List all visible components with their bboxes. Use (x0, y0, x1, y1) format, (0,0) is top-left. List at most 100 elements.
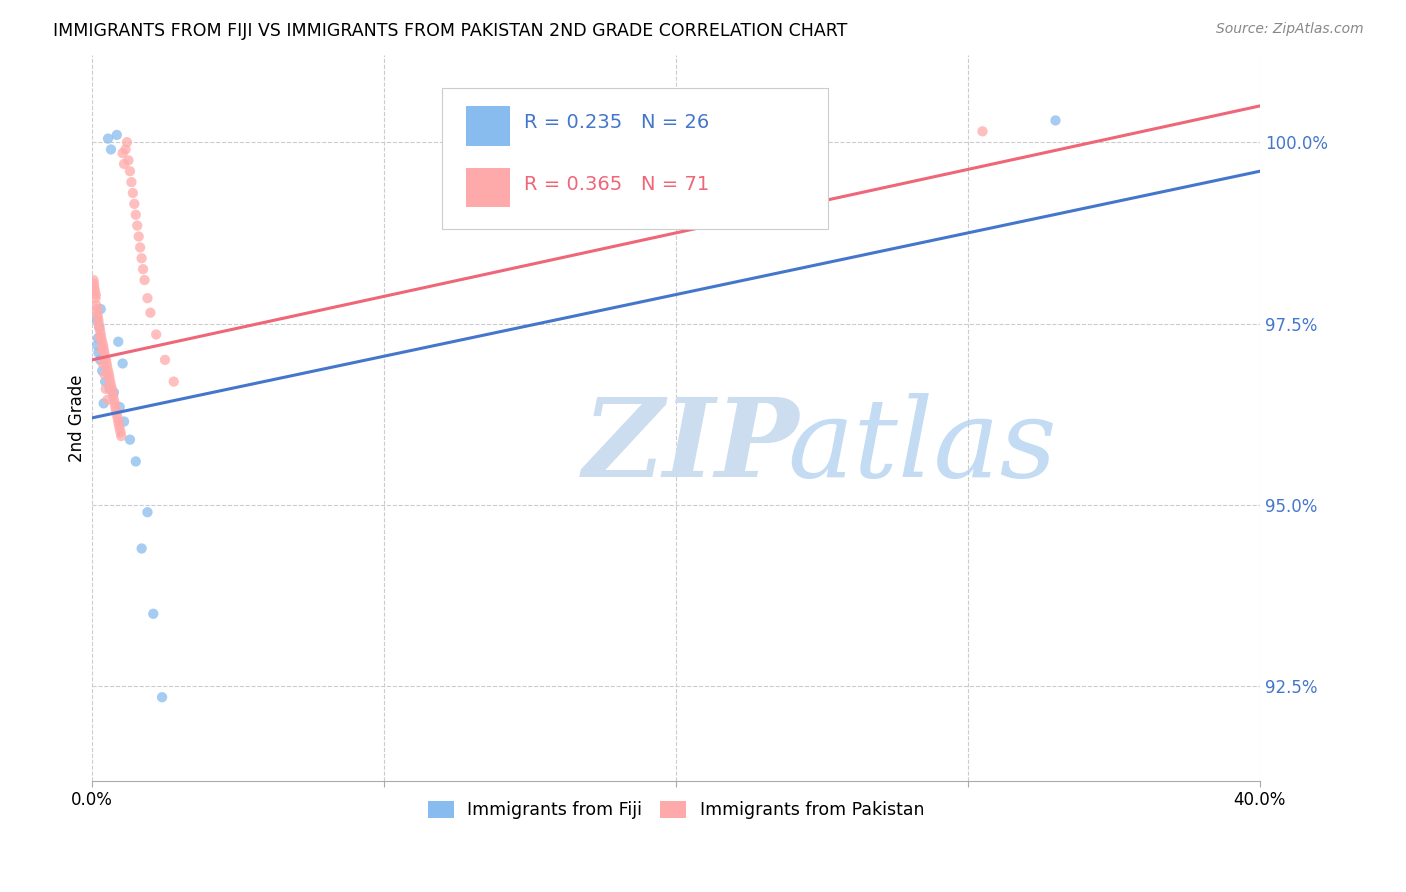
Point (124, 197, 146, 211)
Point (115, 135, 138, 149)
Point (94, 375, 117, 389)
Point (104, 403, 127, 417)
Legend: Immigrants from Fiji, Immigrants from Pakistan: Immigrants from Fiji, Immigrants from Pa… (420, 794, 931, 826)
Point (98, 375, 121, 389)
Point (86, 306, 108, 320)
Point (86, 301, 108, 316)
Point (93, 345, 115, 359)
Point (103, 392, 125, 407)
Point (90, 327, 112, 342)
Point (107, 334, 129, 349)
Point (84, 291, 107, 305)
Point (91, 338, 114, 352)
Point (136, 505, 159, 519)
Point (89, 320, 111, 334)
Text: Source: ZipAtlas.com: Source: ZipAtlas.com (1216, 22, 1364, 37)
Text: R = 0.235   N = 26: R = 0.235 N = 26 (524, 113, 710, 132)
Point (86, 298, 108, 312)
Point (114, 143, 136, 157)
Point (90, 301, 112, 316)
Point (145, 327, 167, 342)
Point (96, 392, 118, 407)
Text: IMMIGRANTS FROM FIJI VS IMMIGRANTS FROM PAKISTAN 2ND GRADE CORRELATION CHART: IMMIGRANTS FROM FIJI VS IMMIGRANTS FROM … (53, 22, 848, 40)
Point (121, 186, 143, 200)
Point (89, 320, 111, 334)
Point (89, 331, 111, 345)
Text: ZIP: ZIP (582, 393, 799, 500)
Point (112, 157, 135, 171)
Point (96, 360, 118, 375)
Point (83, 277, 105, 291)
Y-axis label: 2nd Grade: 2nd Grade (69, 374, 86, 462)
Point (97, 364, 120, 378)
Bar (465, 168, 510, 208)
Point (972, 124, 994, 138)
Point (153, 352, 176, 367)
Point (97, 368, 120, 382)
Point (129, 240, 152, 254)
Point (83, 280, 105, 294)
Point (117, 153, 139, 168)
Point (132, 262, 155, 277)
Point (91, 356, 114, 370)
Point (120, 175, 142, 189)
Point (97, 131, 120, 145)
Point (93, 342, 115, 356)
Point (108, 422, 131, 436)
Point (136, 291, 159, 305)
Point (98, 382, 121, 396)
Point (86, 313, 108, 327)
Point (139, 306, 162, 320)
Point (110, 425, 132, 440)
Point (104, 396, 127, 410)
Point (128, 229, 150, 244)
Point (107, 415, 129, 429)
Point (107, 410, 129, 425)
Point (83, 284, 105, 298)
Point (101, 389, 124, 403)
Point (87, 345, 110, 359)
Point (93, 368, 115, 382)
Point (118, 433, 141, 447)
Point (89, 324, 111, 338)
Text: R = 0.365   N = 71: R = 0.365 N = 71 (524, 175, 710, 194)
Point (103, 385, 125, 400)
Bar (465, 106, 510, 145)
Point (86, 338, 108, 352)
Point (112, 415, 135, 429)
Point (131, 252, 153, 266)
Point (84, 287, 107, 301)
Point (111, 146, 134, 161)
Point (1045, 113, 1067, 128)
Point (87, 331, 110, 345)
Point (87, 313, 110, 327)
Point (87, 317, 110, 331)
Point (125, 208, 148, 222)
Point (94, 349, 117, 363)
Point (87, 310, 110, 324)
Point (101, 385, 124, 400)
Text: atlas: atlas (787, 393, 1056, 500)
Point (118, 164, 141, 178)
Point (104, 400, 127, 414)
Point (108, 418, 131, 433)
Point (150, 690, 173, 705)
Point (94, 382, 117, 396)
Point (105, 128, 128, 142)
Point (131, 541, 153, 556)
Point (163, 375, 186, 389)
Point (89, 352, 111, 367)
Point (90, 342, 112, 356)
Point (101, 382, 124, 396)
Point (108, 400, 131, 414)
Point (134, 273, 156, 287)
Point (105, 407, 128, 421)
Point (127, 219, 149, 233)
Point (110, 429, 132, 443)
Point (93, 396, 115, 410)
Point (100, 143, 122, 157)
Point (94, 352, 117, 367)
Point (91, 334, 114, 349)
Point (100, 378, 122, 392)
Point (142, 607, 165, 621)
